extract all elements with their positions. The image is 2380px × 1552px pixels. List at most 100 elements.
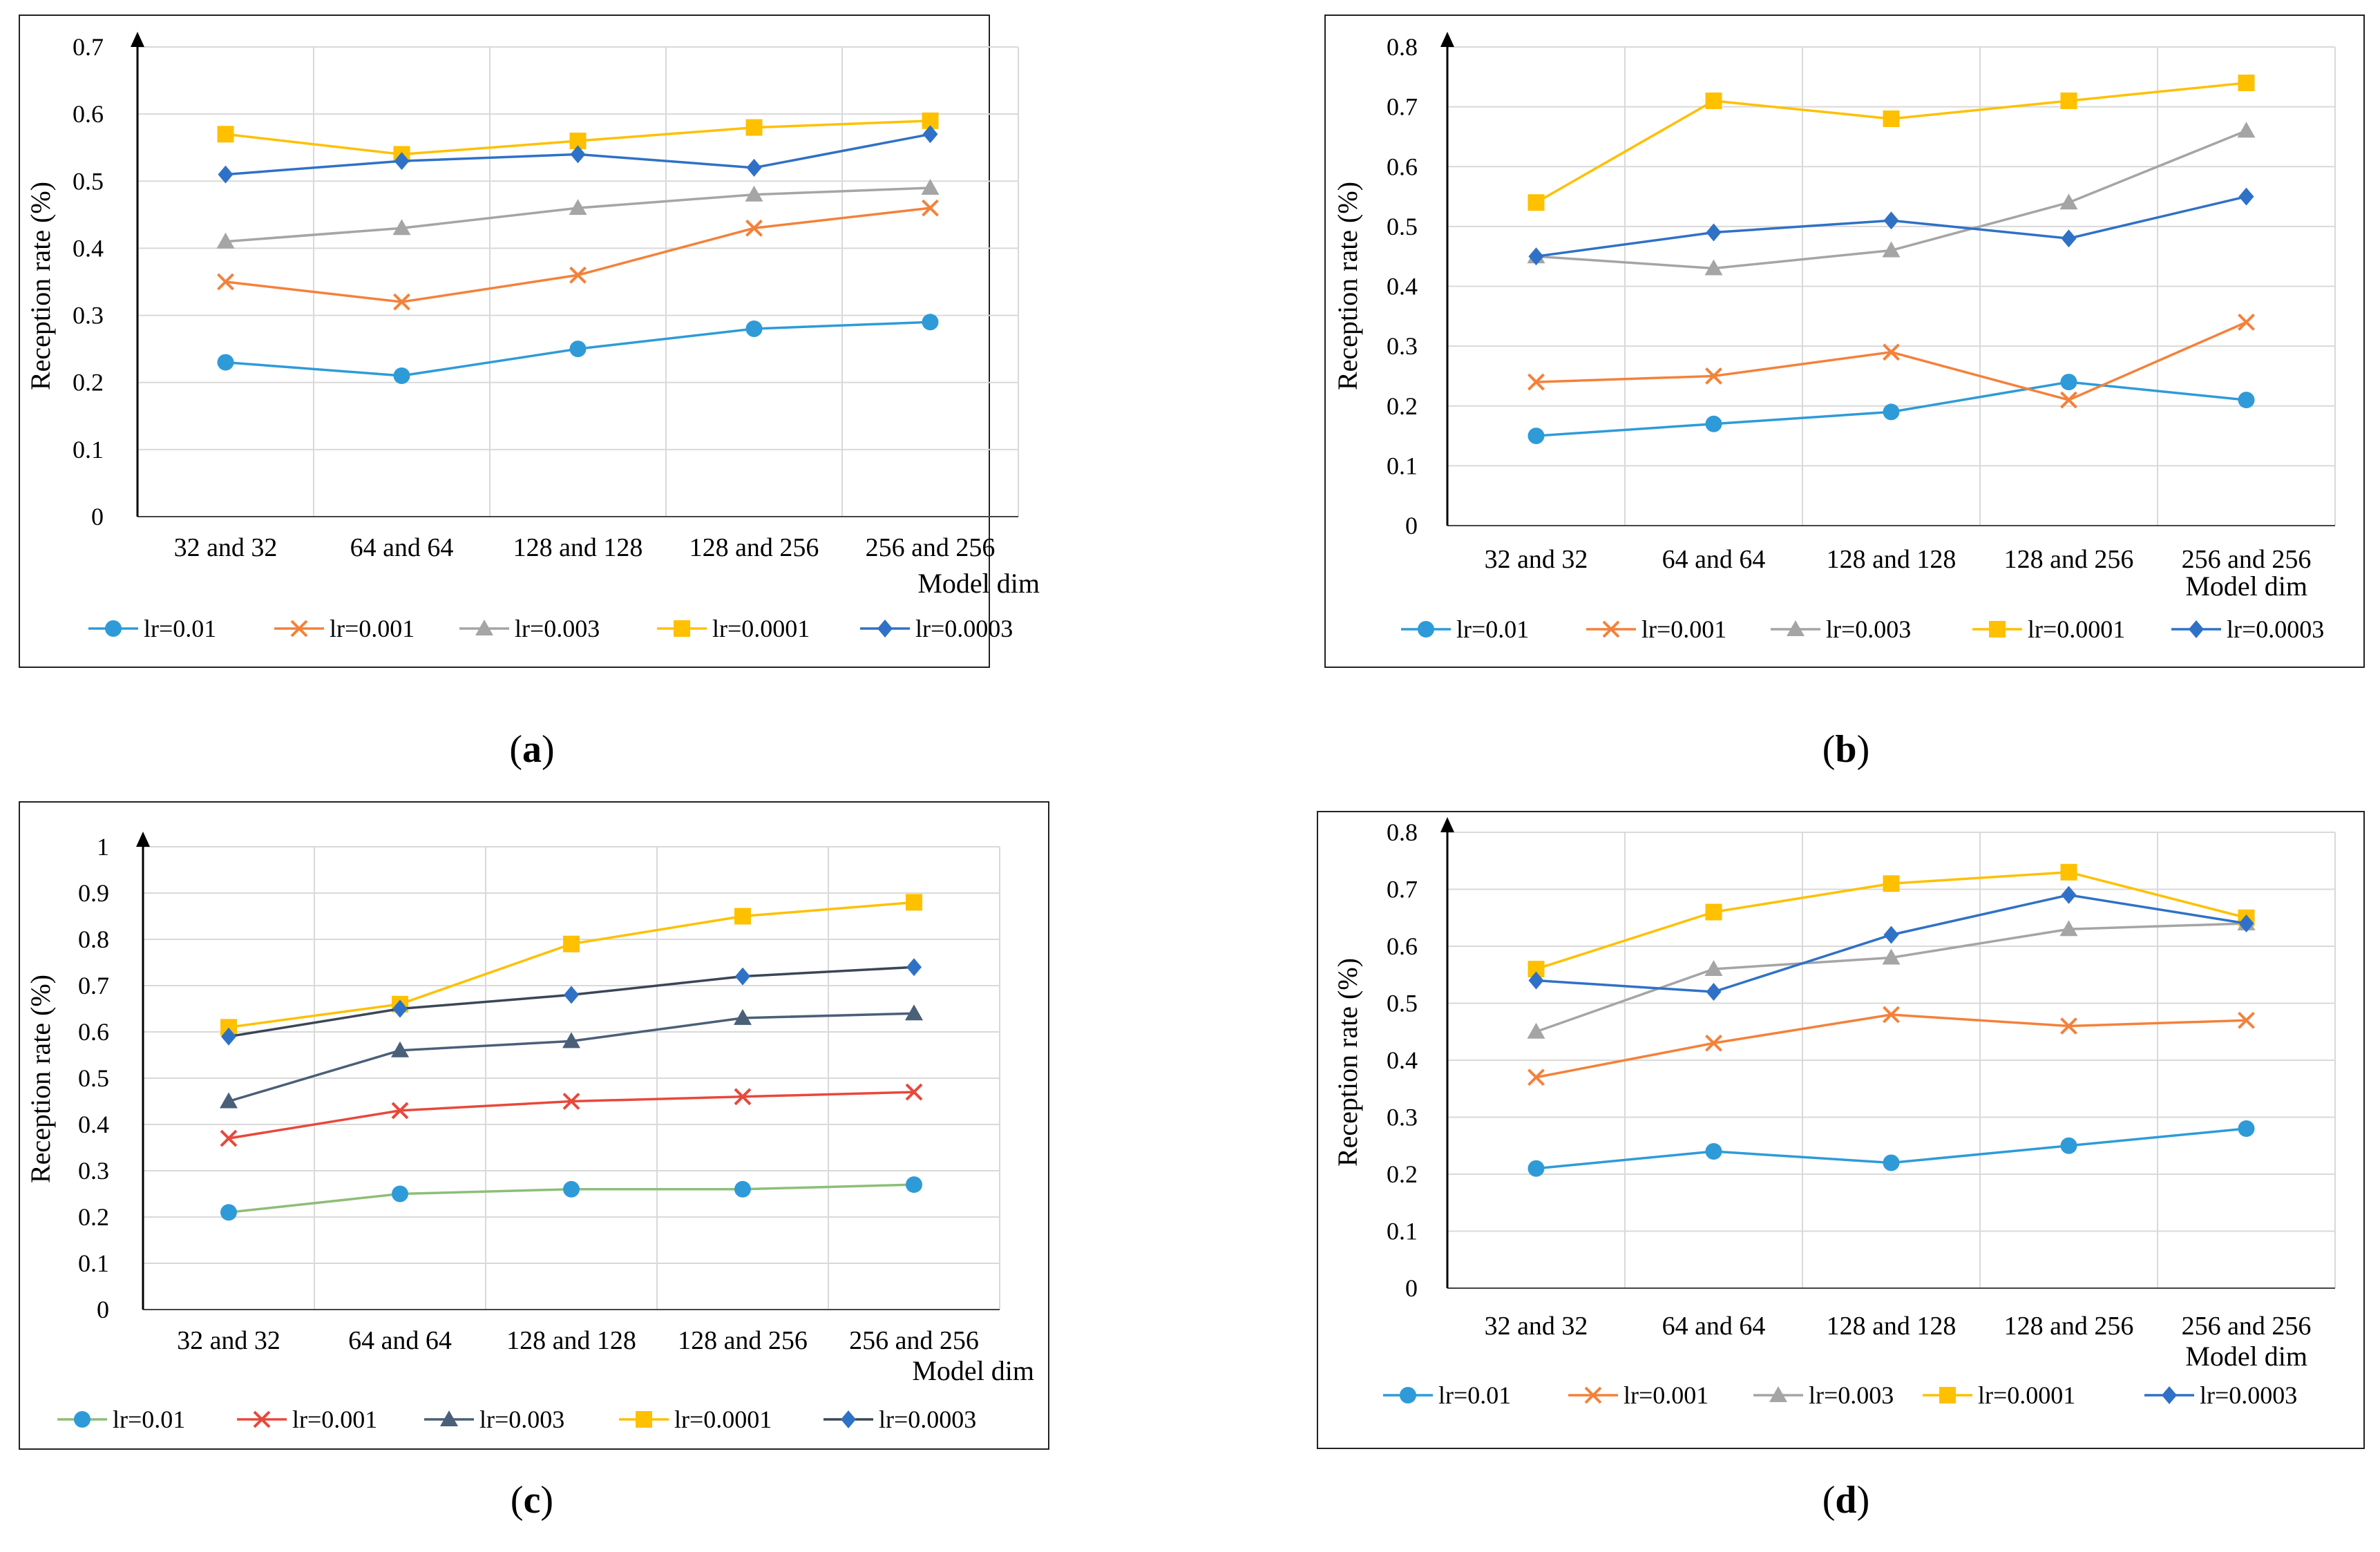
data-point-2-0 [220,1092,238,1109]
data-point-4-1 [392,999,408,1018]
data-point-0-3 [2060,374,2077,391]
y-tick-label: 0.9 [78,879,109,907]
y-tick-label: 0.5 [73,167,104,195]
legend-marker-2 [1769,1386,1787,1402]
data-point-1-0 [1527,1069,1545,1086]
chart-frame [1324,15,2365,668]
legend-label-3: lr=0.0001 [674,1406,772,1433]
legend-marker-0 [105,620,122,637]
x-axis-title: Model dim [2185,571,2307,602]
y-tick-label: 0.5 [78,1064,109,1092]
data-point-2-0 [1527,1022,1545,1039]
legend-label-3: lr=0.0001 [1978,1381,2075,1409]
x-tick-label: 64 and 64 [350,533,454,562]
data-point-0-1 [1705,1143,1722,1160]
data-point-2-1 [391,1041,409,1057]
y-tick-label: 0 [91,503,104,530]
data-point-4-3 [735,967,750,986]
legend-label-0: lr=0.01 [144,615,216,642]
data-point-2-1 [1704,259,1723,276]
y-axis-arrow-icon [136,832,150,847]
legend-label-1: lr=0.001 [330,615,415,642]
x-tick-label: 128 and 128 [1827,545,1957,574]
x-axis-title: Model dim [2185,1341,2307,1372]
data-point-0-1 [393,367,410,384]
legend-label-0: lr=0.01 [1456,615,1529,643]
y-tick-label: 0.2 [73,369,104,396]
chart-panel-3: 0 0.1 0.2 0.3 0.4 0.5 0.6 0.7 0.8 32 and 32 64 and… [1317,811,2365,1522]
data-point-4-2 [1883,926,1899,944]
data-point-4-2 [1883,211,1899,230]
legend-label-3: lr=0.0001 [712,615,810,642]
x-tick-label: 128 and 128 [1827,1312,1957,1341]
y-tick-label: 0.2 [1387,392,1418,420]
data-point-2-2 [1882,241,1901,258]
y-tick-label: 0.3 [1387,332,1418,360]
y-tick-label: 0.6 [78,1018,109,1046]
data-point-3-3 [734,908,751,925]
panel-label: (d) [1822,1479,1869,1522]
data-point-3-2 [563,935,580,952]
data-point-2-0 [216,232,235,249]
data-point-4-0 [1528,247,1544,266]
chart-frame [19,801,1049,1450]
y-tick-label: 0.7 [1387,876,1418,903]
y-tick-label: 0.8 [1387,818,1418,846]
panel-label: (a) [509,728,554,771]
series-line-3 [1535,82,2247,204]
data-point-1-4 [2238,314,2255,331]
x-tick-label: 128 and 256 [689,533,819,562]
y-axis-title: Reception rate (%) [25,182,56,390]
data-point-1-2 [1883,343,1900,361]
y-tick-label: 0.3 [73,302,104,329]
legend-label-2: lr=0.003 [1809,1381,1894,1409]
data-point-2-2 [562,1032,580,1048]
x-tick-label: 256 and 256 [849,1326,979,1355]
y-tick-label: 0.2 [1387,1160,1418,1188]
data-point-1-3 [734,1088,752,1106]
y-tick-label: 0.6 [73,100,104,128]
data-point-0-3 [745,320,763,337]
data-point-4-1 [394,152,410,171]
y-tick-label: 0.3 [1387,1104,1418,1131]
x-tick-label: 128 and 256 [2004,545,2134,574]
data-point-0-3 [734,1180,751,1198]
y-tick-label: 0.7 [73,33,104,61]
legend-marker-3 [1939,1387,1956,1403]
data-point-1-3 [2060,391,2077,409]
data-point-3-4 [906,894,922,911]
data-point-4-1 [1706,223,1722,242]
y-tick-label: 0.4 [1387,273,1418,300]
data-point-3-2 [1883,875,1900,892]
data-point-1-4 [905,1083,923,1101]
legend-marker-4 [2189,620,2204,638]
legend-marker-0 [1418,621,1434,638]
data-point-0-4 [2238,392,2255,409]
data-point-4-1 [1706,983,1722,1001]
legend-label-4: lr=0.0003 [915,615,1013,642]
legend-label-4: lr=0.0003 [2200,1381,2297,1409]
data-point-4-3 [2061,885,2077,904]
x-tick-label: 128 and 256 [678,1326,808,1355]
y-axis-title: Reception rate (%) [25,975,56,1183]
legend-label-2: lr=0.003 [515,615,600,642]
y-tick-label: 1 [97,833,109,861]
legend-marker-3 [1989,621,2006,638]
chart-panel-2: 0 0.1 0.2 0.3 0.4 0.5 0.6 0.7 0.8 0.9 1 32 and 32 64… [19,801,1049,1522]
legend-marker-2 [475,620,493,635]
legend-label-0: lr=0.01 [113,1406,185,1433]
data-point-3-3 [2060,863,2077,881]
y-axis-arrow-icon [1440,817,1454,832]
series-line-1 [1536,1013,2247,1079]
y-axis-arrow-icon [131,32,144,47]
y-tick-label: 0.4 [73,234,104,262]
data-point-3-0 [217,126,234,143]
data-point-1-1 [393,293,410,311]
legend-marker-0 [74,1411,91,1428]
data-point-1-0 [1527,373,1545,391]
data-point-0-0 [1527,428,1545,445]
data-point-3-3 [745,119,763,136]
data-point-0-0 [1527,1160,1545,1177]
legend-label-1: lr=0.001 [1641,615,1726,643]
